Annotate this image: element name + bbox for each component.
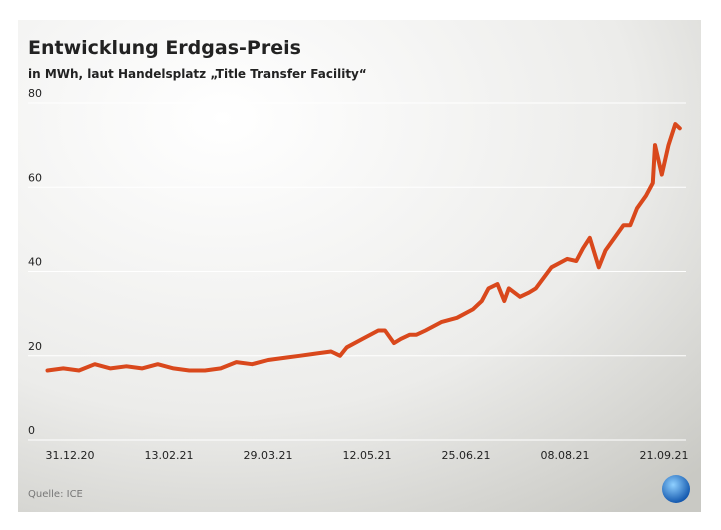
background [18,20,701,512]
x-tick-label: 29.03.21 [244,449,293,462]
x-tick-label: 13.02.21 [145,449,194,462]
x-tick-label: 08.08.21 [541,449,590,462]
y-tick-label: 40 [28,256,42,269]
y-tick-label: 0 [28,424,35,437]
x-tick-label: 12.05.21 [343,449,392,462]
x-tick-label: 21.09.21 [640,449,689,462]
line [45,122,682,373]
logo [662,475,690,503]
x-tick-label: 25.06.21 [442,449,491,462]
x-tick-label: 31.12.20 [46,449,95,462]
y-tick-label: 20 [28,340,42,353]
y-tick-label: 60 [28,171,42,184]
chart-subtitle: in MWh, laut Handelsplatz „Title Transfe… [28,67,367,81]
y-tick-label: 80 [28,87,42,100]
chart-title: Entwicklung Erdgas-Preis [28,37,301,59]
source: Quelle: ICE [28,489,83,500]
